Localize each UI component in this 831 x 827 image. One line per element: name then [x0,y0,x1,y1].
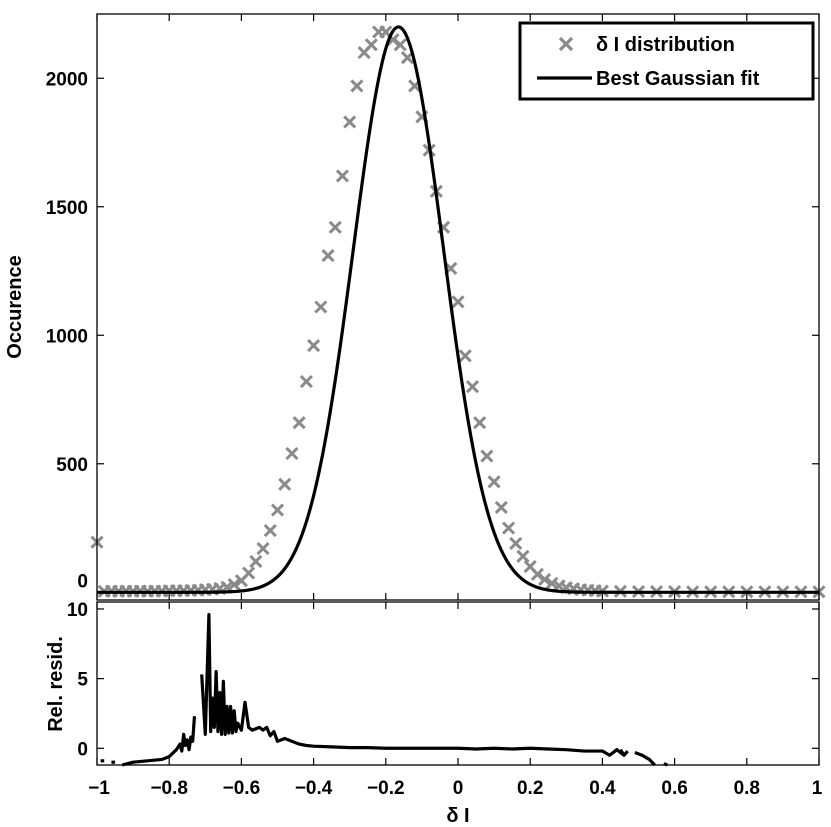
data-point-marker [501,521,516,535]
x-tick-label: −0.4 [295,778,333,799]
data-point-marker [335,169,350,183]
data-point-marker [307,338,321,353]
data-point-marker [473,416,487,430]
data-point-marker [538,572,552,586]
x-tick-label: −0.6 [223,778,261,799]
data-point-marker [285,446,299,461]
residual-y-ticks: 0 5 10 [67,600,819,760]
main-y-tick-label: 2000 [46,69,88,90]
x-tick-label: 0.4 [589,778,616,799]
data-point-marker [364,38,378,52]
main-y-ticks: 0 500 1000 1500 2000 [46,14,820,600]
residual-plot-frame [96,601,820,766]
data-point-marker [343,115,357,129]
x-tick-label: −0.8 [150,778,188,799]
main-plot-frame [96,13,820,601]
main-plot-panel: 0 500 1000 1500 2000 Occurence δ I distribut… [4,13,826,601]
legend-entry-distribution: δ I distribution [596,34,735,56]
x-tick-label: 1 [812,778,823,799]
residual-plot-panel: 0 5 10 −1 −0.8 −0.6 −0.4 −0.2 0 0.2 0.4 0.6 0.8 1 Re… [45,600,823,827]
data-point-marker [249,554,263,569]
data-point-marker [545,576,559,590]
data-point-marker [278,477,292,491]
data-point-marker [270,503,285,517]
main-y-tick-label: 0 [77,571,88,592]
x-tick-label: −1 [88,778,110,799]
legend-entry-fit: Best Gaussian fit [596,68,760,90]
x-tick-label: −0.2 [367,778,405,799]
data-point-marker [263,524,277,538]
residual-y-tick-label: 10 [67,600,88,621]
residual-line-segment [200,612,626,757]
data-point-marker [328,220,342,234]
main-y-tick-label: 1000 [46,326,88,347]
x-tick-label: 0 [453,778,464,799]
data-point-marker [299,374,313,389]
residual-y-axis-label: Rel. resid. [45,636,67,732]
data-point-marker [393,38,407,52]
data-point-marker [451,295,465,309]
data-point-marker [256,542,270,556]
residual-y-tick-label: 5 [77,670,88,691]
legend-marker-icon [558,36,574,52]
x-axis-label: δ I [446,805,469,827]
residual-line-segment [634,750,656,767]
residual-x-ticks: −1 −0.8 −0.6 −0.4 −0.2 0 0.2 0.4 0.6 0.8 1 [88,602,823,799]
data-point-marker [480,449,494,463]
data-point-marker [487,475,501,489]
data-point-marker [350,79,364,93]
data-point-marker [494,500,508,515]
legend-box [518,21,815,101]
gaussian-fit-line [97,25,819,594]
legend: δ I distribution Best Gaussian fit [518,21,815,101]
data-point-marker [516,549,530,563]
data-point-marker [292,416,306,430]
data-point-marker [314,300,328,314]
data-point-marker [458,349,472,363]
data-point-marker [509,536,523,551]
main-plot-area [97,14,819,600]
main-y-axis-label: Occurence [4,255,26,358]
data-point-marker [321,249,335,263]
residual-line-segment [619,748,629,757]
data-point-marker [227,578,241,592]
x-tick-label: 0.2 [517,778,543,799]
main-y-tick-label: 1500 [46,198,88,219]
data-point-marker [242,566,256,580]
x-tick-label: 0.8 [734,778,760,799]
x-tick-label: 0.6 [661,778,687,799]
main-y-tick-label: 500 [56,455,88,476]
data-point-marker [465,380,480,394]
residual-y-tick-label: 0 [77,739,88,760]
residual-line-segment [121,716,197,767]
